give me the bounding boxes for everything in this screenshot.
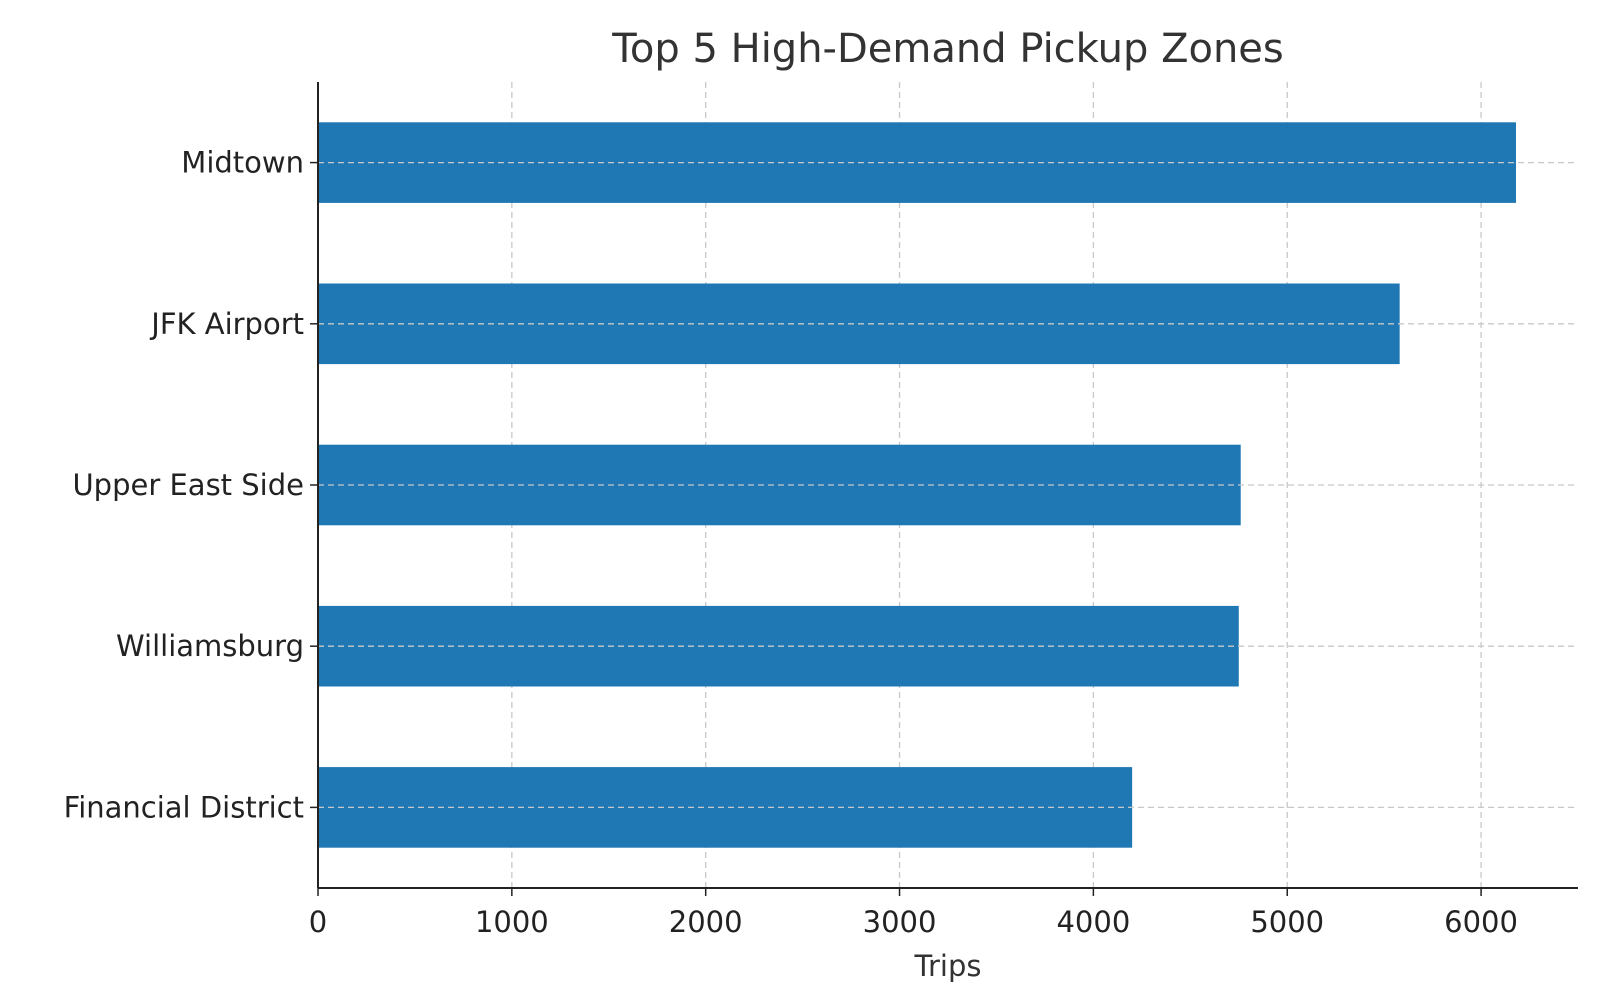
y-tick-label: Williamsburg bbox=[116, 629, 304, 663]
x-axis-label: Trips bbox=[914, 949, 982, 983]
x-tick-label: 0 bbox=[309, 905, 327, 939]
x-tick-label: 5000 bbox=[1250, 905, 1324, 939]
x-tick-label: 4000 bbox=[1056, 905, 1130, 939]
y-tick-label: JFK Airport bbox=[149, 307, 304, 341]
chart-title: Top 5 High-Demand Pickup Zones bbox=[611, 26, 1284, 72]
bars bbox=[318, 122, 1578, 848]
bar bbox=[318, 122, 1516, 203]
x-tick-label: 2000 bbox=[669, 905, 743, 939]
x-tick-label: 3000 bbox=[863, 905, 937, 939]
x-tick-label: 6000 bbox=[1444, 905, 1518, 939]
y-tick-label: Midtown bbox=[181, 146, 304, 180]
y-tick-label: Financial District bbox=[64, 790, 304, 824]
x-tick-label: 1000 bbox=[475, 905, 549, 939]
axes: 0 1000 2000 3000 4000 5000 6000 Midtown JFK Airp… bbox=[64, 82, 1578, 939]
y-tick-label: Upper East Side bbox=[72, 468, 304, 502]
